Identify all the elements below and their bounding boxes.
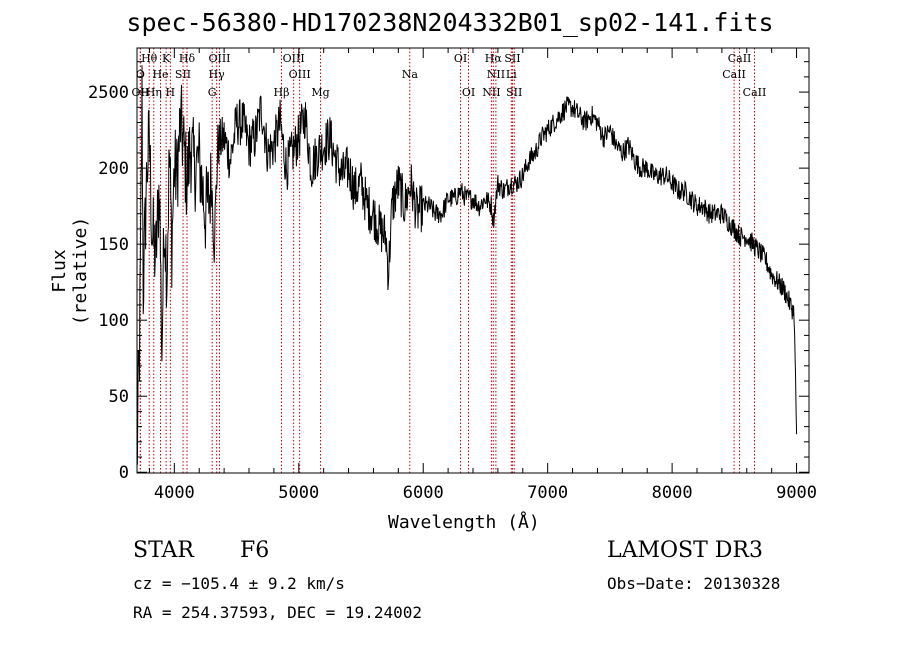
plot-frame (136, 47, 810, 474)
spectral-line-label: Hγ (209, 68, 226, 81)
object-type: STAR (133, 538, 194, 563)
observation-date: Obs−Date: 20130328 (607, 574, 781, 593)
spectral-line-label: OIII (283, 52, 305, 65)
survey-name: LAMOST DR3 (607, 538, 763, 563)
y-tick-label: 50 (109, 387, 129, 407)
spectral-line-label: Hθ (141, 52, 158, 65)
spectral-line-label: OI (462, 86, 475, 99)
spectral-line-label: G (208, 86, 217, 99)
y-tick-label: 100 (98, 311, 129, 331)
spectral-line-label: SII (175, 68, 191, 81)
x-tick-label: 6000 (403, 483, 444, 503)
spectral-line-label: CaII (743, 86, 767, 99)
spectral-line-label: NII (482, 86, 500, 99)
spectral-line-label: OII (132, 86, 150, 99)
x-tick-label: 7000 (527, 483, 568, 503)
spectral-line-label: He (152, 68, 168, 81)
spectral-line-label: NII (487, 68, 505, 81)
y-tick-label: 200 (98, 159, 129, 179)
spectral-line-label: K (162, 52, 171, 65)
spectral-line-label: Hη (146, 86, 162, 99)
y-tick-label: 2500 (88, 83, 129, 103)
chart-title: spec-56380-HD170238N204332B01_sp02-141.f… (126, 8, 774, 37)
spectral-line-label: CaII (728, 52, 752, 65)
y-tick-label: 150 (98, 235, 129, 255)
spectral-line-label: Hδ (179, 52, 196, 65)
y-axis-label: Flux (relative) (49, 216, 91, 326)
spectral-line-label: OI (454, 52, 467, 65)
spectral-subclass: F6 (240, 538, 270, 563)
x-tick-label: 4000 (154, 483, 195, 503)
x-tick-label: 5000 (278, 483, 319, 503)
spectral-line-markers (139, 48, 755, 473)
spectral-line-label: Li (506, 68, 517, 81)
x-tick-label: 8000 (652, 483, 693, 503)
spectral-line-label: O (136, 68, 145, 81)
spectral-line-label: SII (504, 52, 520, 65)
spectral-line-label: Na (402, 68, 419, 81)
spectral-line-label: Mg (311, 86, 329, 99)
coordinates: RA = 254.37593, DEC = 19.24002 (133, 603, 422, 622)
axes: 4000 5000 6000 7000 8000 9000 0 50 100 150 200 2500 (88, 48, 817, 503)
redshift-cz: cz = −105.4 ± 9.2 km/s (133, 574, 345, 593)
spectral-line-label: OIII (208, 52, 230, 65)
spectral-line-label: CaII (722, 68, 746, 81)
spectral-line-label: OIII (289, 68, 311, 81)
x-axis-label: Wavelength (Å) (388, 512, 540, 533)
series-line-flux (136, 65, 798, 465)
y-tick-label: 0 (119, 463, 129, 483)
spectral-line-label: Hα (485, 52, 503, 65)
spectral-line-label: SII (506, 86, 522, 99)
x-tick-label: 9000 (776, 483, 817, 503)
spectral-line-label: H (166, 86, 176, 99)
spectral-line-label: Hβ (274, 86, 290, 99)
spectrum-series (136, 65, 798, 465)
